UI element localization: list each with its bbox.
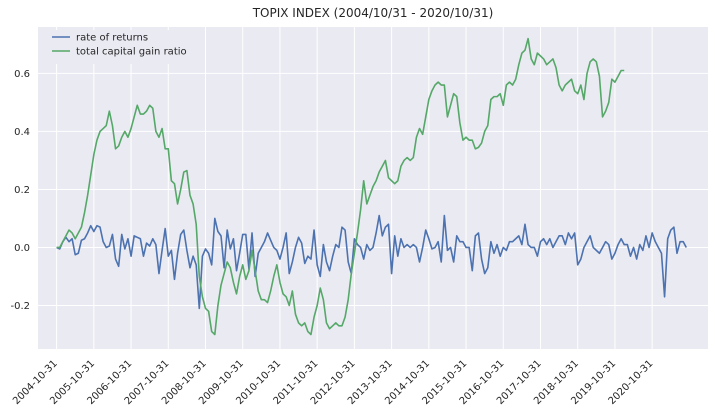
legend: rate of returns total capital gain ratio	[44, 30, 192, 64]
y-axis: -0.2 0.0 0.2 0.4 0.6	[10, 69, 30, 312]
y-tick-label: -0.2	[10, 301, 30, 312]
y-tick-label: 0.6	[14, 69, 30, 80]
x-axis: 2004-10-312005-10-312006-10-312007-10-31…	[11, 358, 655, 407]
legend-box	[44, 30, 192, 64]
legend-label-rate-of-returns: rate of returns	[76, 33, 148, 44]
grid	[38, 27, 708, 349]
legend-label-total-capital-gain-ratio: total capital gain ratio	[76, 47, 187, 58]
series-line-total-capital-gain-ratio	[56, 37, 625, 336]
y-tick-label: 0.4	[14, 127, 30, 138]
y-tick-label: 0.2	[14, 185, 30, 196]
series-line-rate-of-returns	[56, 214, 687, 310]
chart-title: TOPIX INDEX (2004/10/31 - 2020/10/31)	[252, 6, 494, 20]
y-tick-label: 0.0	[14, 243, 30, 254]
series-layer	[56, 37, 687, 336]
